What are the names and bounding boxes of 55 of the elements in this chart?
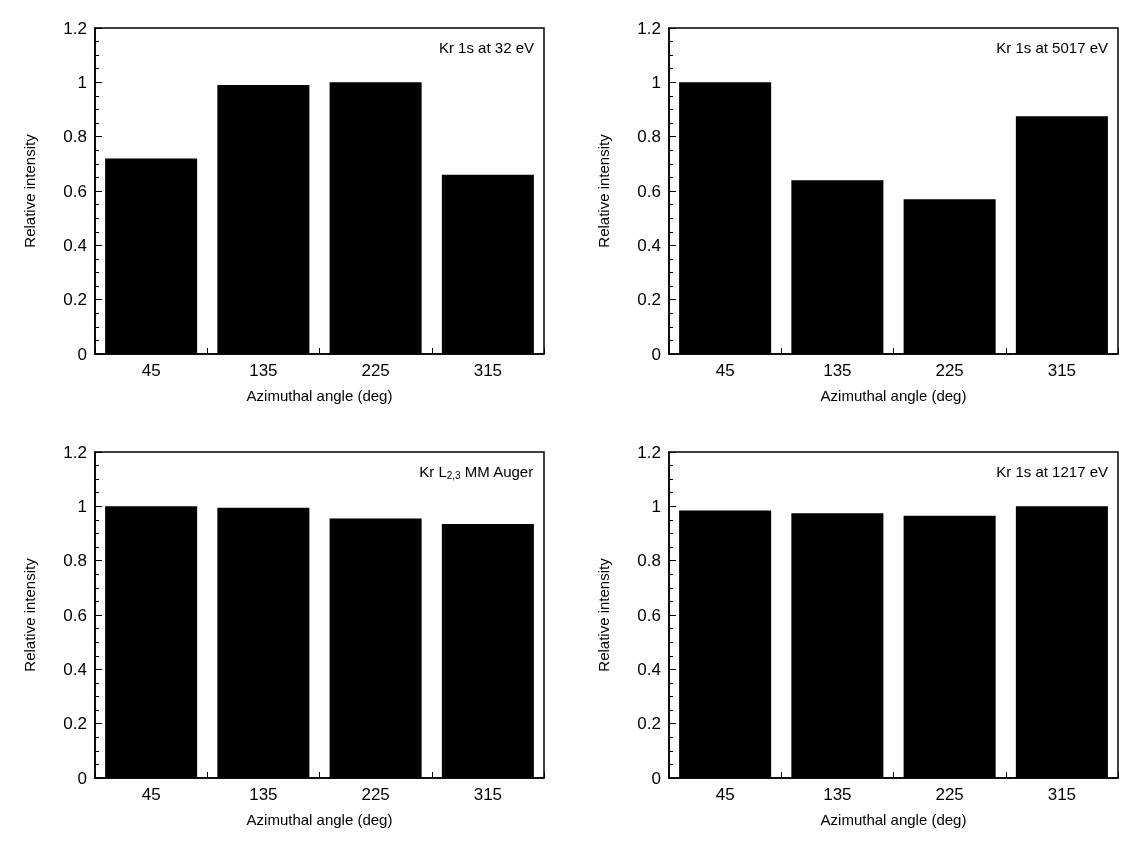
x-tick-label: 225	[935, 785, 964, 804]
x-tick-label: 315	[1047, 785, 1077, 804]
y-axis-title: Relative intensity	[21, 557, 38, 672]
y-tick-label: 1.2	[637, 18, 661, 38]
x-tick-label: 315	[473, 361, 503, 380]
y-tick-label: 1	[77, 496, 87, 516]
y-tick-label: 0.4	[637, 659, 661, 679]
x-tick-label: 225	[935, 361, 964, 380]
y-axis-title: Relative intensity	[595, 557, 612, 672]
x-tick-label: 135	[249, 785, 278, 804]
y-tick-label: 0.2	[63, 290, 87, 310]
y-tick-label: 0.6	[637, 181, 661, 201]
y-tick-label: 1.2	[63, 18, 87, 38]
y-tick-label: 0.6	[637, 605, 661, 625]
annotation: Kr 1s at 32 eV	[438, 39, 535, 56]
y-tick-label: 0	[651, 768, 661, 788]
x-axis-title: Azimuthal angle (deg)	[820, 387, 967, 404]
x-axis-title: Azimuthal angle (deg)	[246, 811, 393, 828]
y-tick-label: 0	[651, 344, 661, 364]
x-tick-label: 135	[823, 361, 852, 380]
y-axis-title: Relative intensity	[595, 133, 612, 248]
x-tick-label: 135	[249, 361, 278, 380]
y-tick-label: 0.8	[63, 551, 87, 571]
y-tick-label: 0.2	[637, 290, 661, 310]
y-tick-label: 0	[77, 768, 87, 788]
y-axis-title: Relative intensity	[21, 133, 38, 248]
x-tick-label: 45	[715, 785, 735, 804]
y-tick-label: 0.4	[637, 235, 661, 255]
y-tick-label: 0.2	[63, 714, 87, 734]
x-tick-label: 225	[361, 785, 390, 804]
y-tick-label: 0.8	[63, 127, 87, 147]
y-tick-label: 0.6	[63, 181, 87, 201]
y-tick-label: 1	[651, 72, 661, 92]
x-tick-label: 315	[473, 785, 503, 804]
x-axis-title: Azimuthal angle (deg)	[820, 811, 967, 828]
y-tick-label: 1.2	[63, 442, 87, 462]
x-tick-label: 45	[715, 361, 735, 380]
y-tick-label: 0	[77, 344, 87, 364]
y-tick-label: 0.4	[63, 235, 87, 255]
y-tick-label: 0.4	[63, 659, 87, 679]
y-tick-label: 0.6	[63, 605, 87, 625]
annotation: Kr 1s at 5017 eV	[996, 39, 1109, 56]
x-tick-label: 225	[361, 361, 390, 380]
y-tick-label: 0.2	[637, 714, 661, 734]
x-tick-label: 315	[1047, 361, 1077, 380]
y-tick-label: 0.8	[637, 127, 661, 147]
x-tick-label: 45	[141, 785, 161, 804]
y-tick-label: 1	[77, 72, 87, 92]
x-tick-label: 45	[141, 361, 161, 380]
y-tick-label: 1.2	[637, 442, 661, 462]
y-tick-label: 1	[651, 496, 661, 516]
x-axis-title: Azimuthal angle (deg)	[246, 387, 393, 404]
y-tick-label: 0.8	[637, 551, 661, 571]
x-tick-label: 135	[823, 785, 852, 804]
annotation: Kr 1s at 1217 eV	[996, 463, 1109, 480]
